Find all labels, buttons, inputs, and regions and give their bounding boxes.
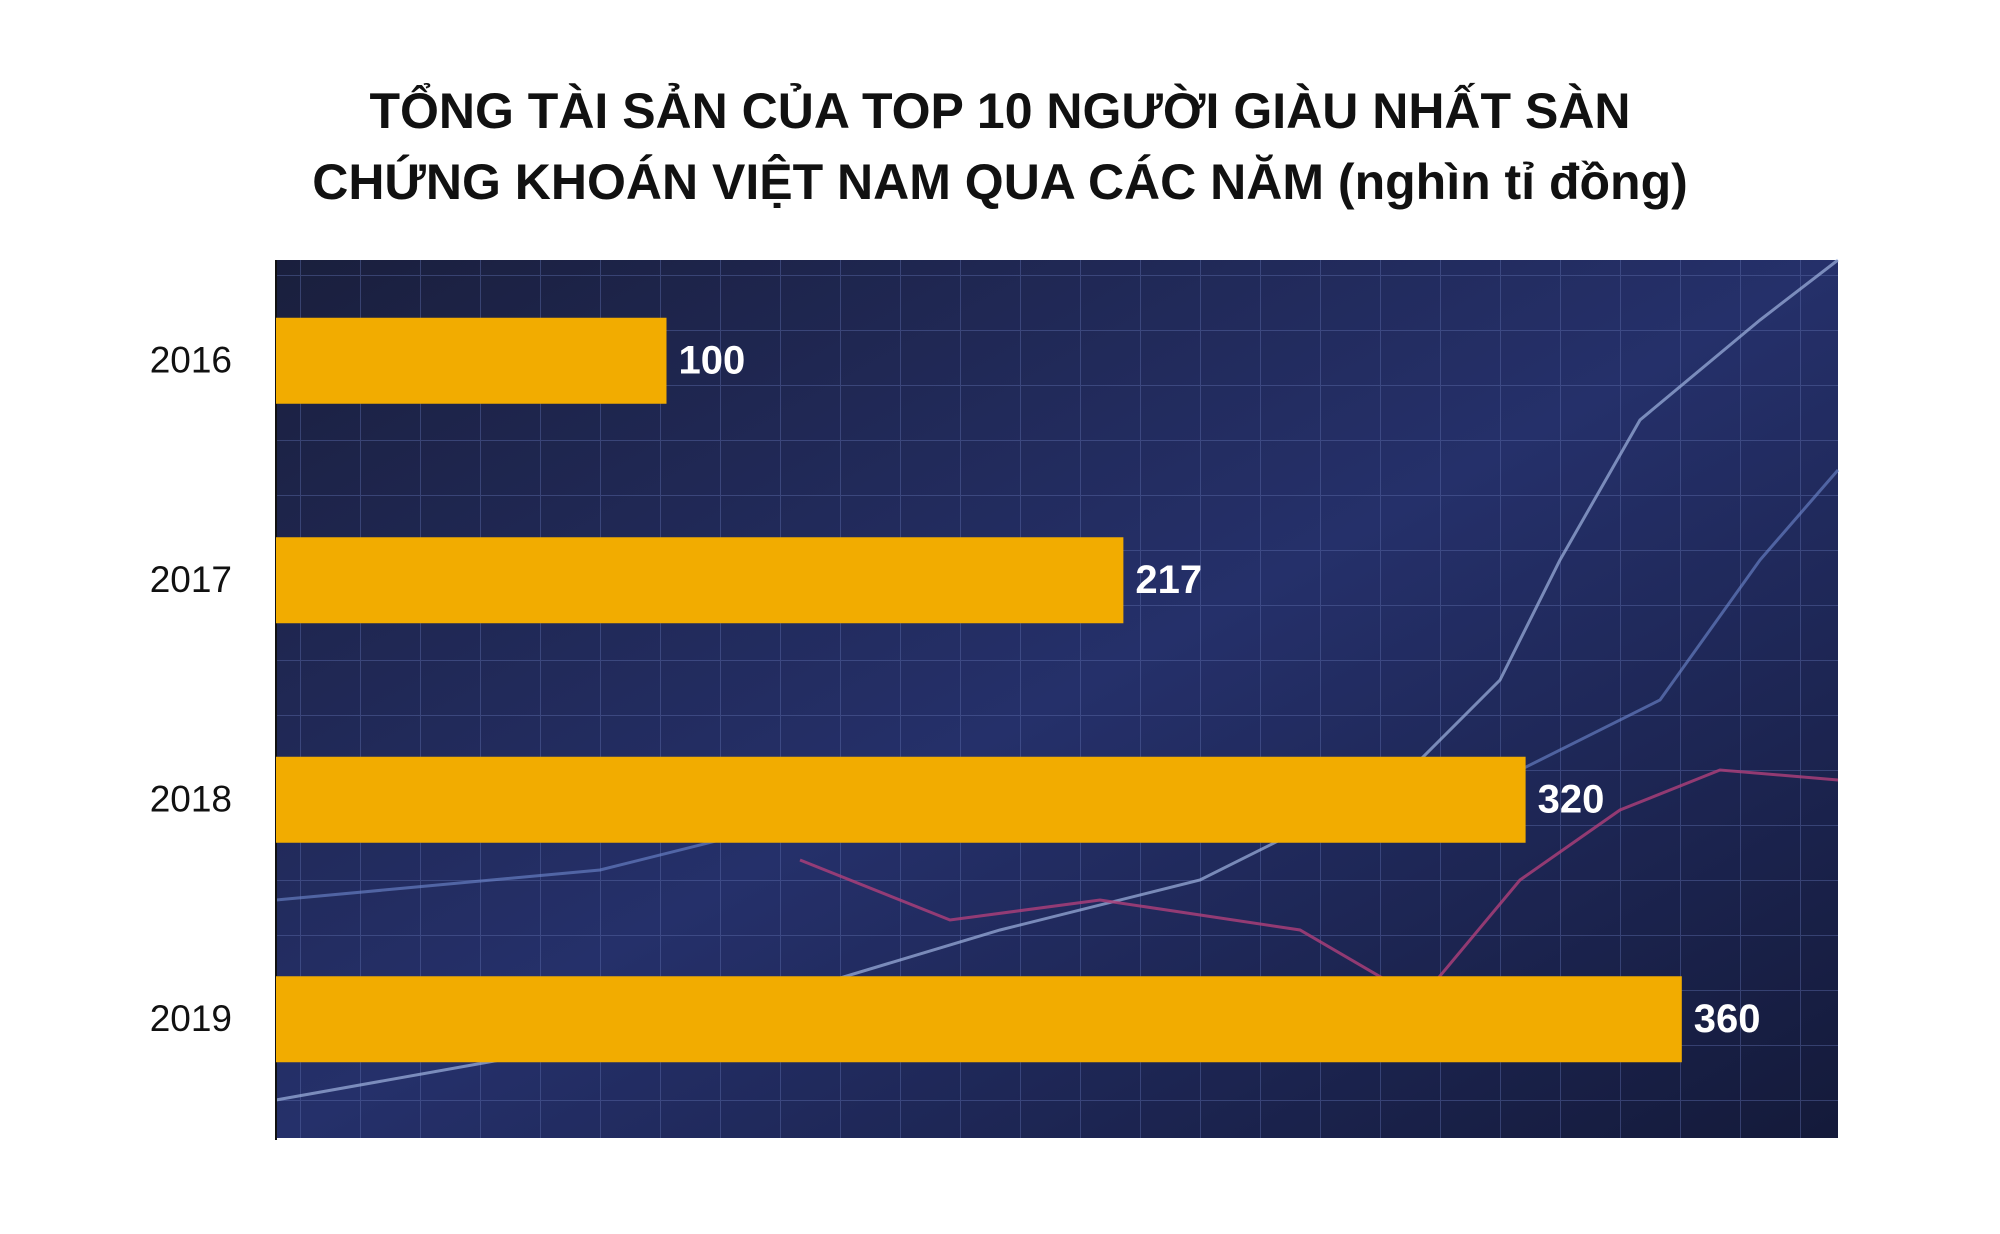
- value-label: 100: [679, 338, 746, 382]
- y-tick-label: 2016: [150, 340, 232, 381]
- chart-title: CHỨNG KHOÁN VIỆT NAM QUA CÁC NĂM (nghìn …: [312, 154, 1688, 210]
- y-tick-label: 2018: [150, 779, 232, 820]
- bar: [276, 756, 1526, 843]
- bar: [276, 317, 667, 404]
- chart-title: TỔNG TÀI SẢN CỦA TOP 10 NGƯỜI GIÀU NHẤT …: [369, 82, 1630, 139]
- value-label: 217: [1135, 558, 1202, 602]
- bar: [276, 976, 1682, 1063]
- y-tick-label: 2017: [150, 559, 232, 600]
- value-label: 320: [1538, 777, 1605, 821]
- value-label: 360: [1694, 997, 1761, 1041]
- y-tick-label: 2019: [150, 998, 232, 1039]
- bar: [276, 537, 1124, 624]
